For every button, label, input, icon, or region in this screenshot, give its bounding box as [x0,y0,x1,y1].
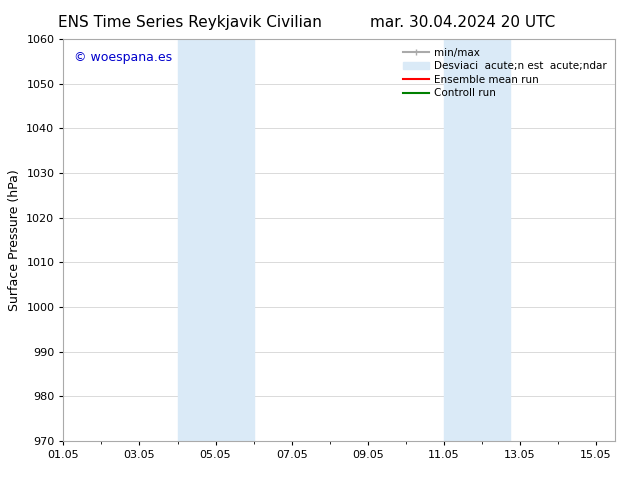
Text: ENS Time Series Reykjavik Civilian: ENS Time Series Reykjavik Civilian [58,15,322,30]
Y-axis label: Surface Pressure (hPa): Surface Pressure (hPa) [8,169,21,311]
Bar [178,39,254,441]
Legend: min/max, Desviaci  acute;n est  acute;ndar, Ensemble mean run, Controll run: min/max, Desviaci acute;n est acute;ndar… [399,45,610,101]
Bar [444,39,510,441]
Text: mar. 30.04.2024 20 UTC: mar. 30.04.2024 20 UTC [370,15,555,30]
Text: © woespana.es: © woespana.es [74,51,172,64]
